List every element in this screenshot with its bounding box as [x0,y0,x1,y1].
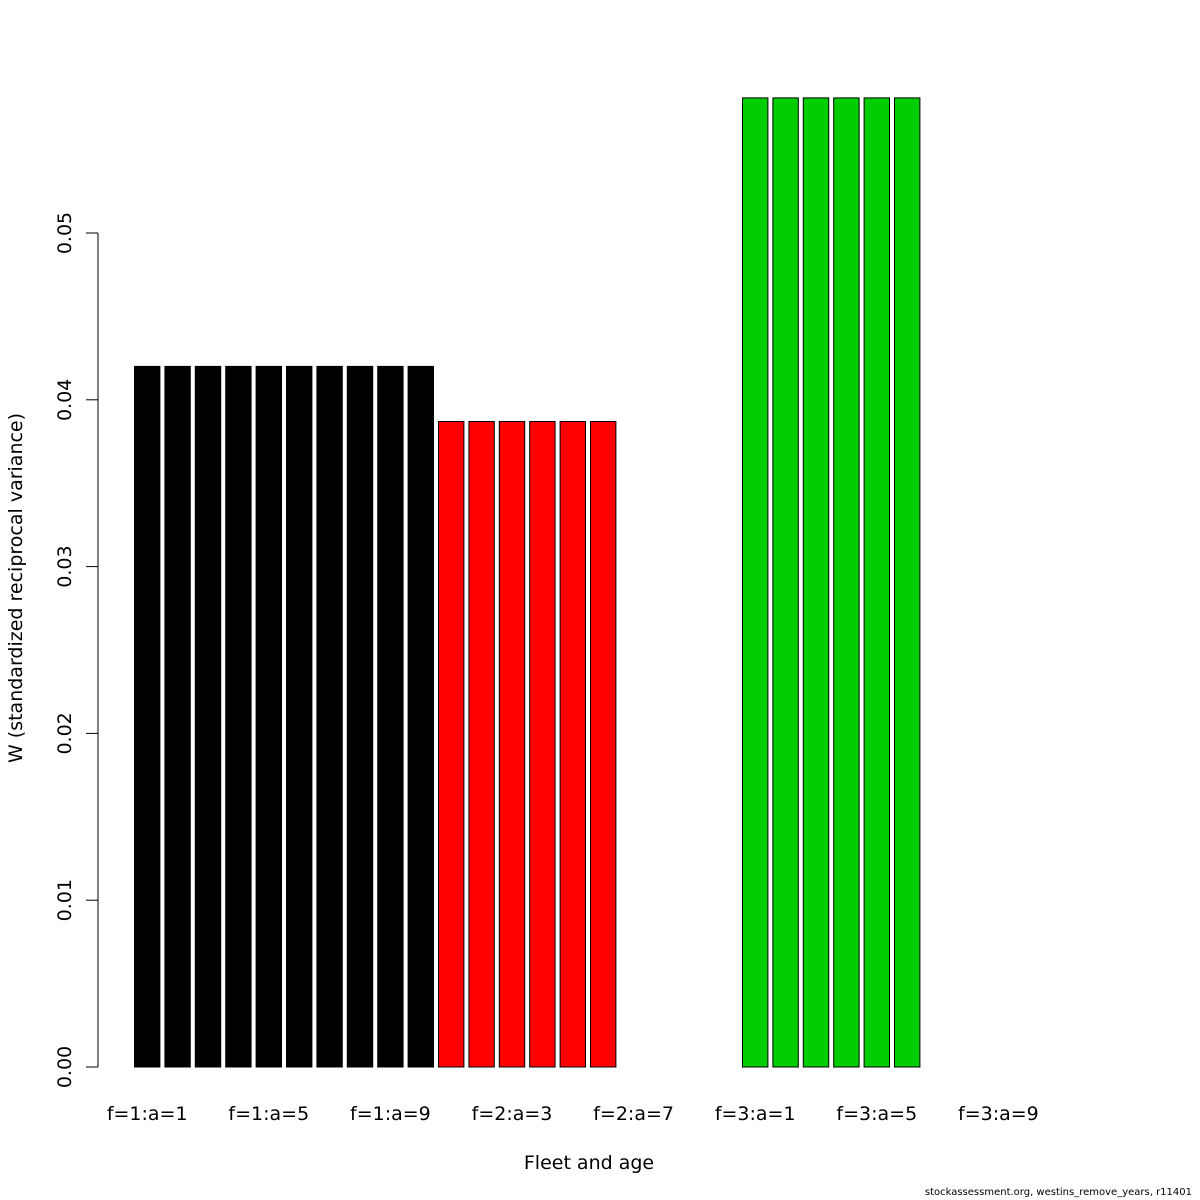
x-tick-label: f=1:a=9 [350,1103,431,1125]
bar-f-1-a-2 [164,365,191,1068]
bar-f-3-a-6 [894,97,921,1068]
x-tick-label: f=3:a=5 [836,1103,917,1125]
y-axis-title: W (standardized reciprocal variance) [5,413,27,763]
bar-f-1-a-9 [377,365,404,1068]
bar-f-1-a-6 [286,365,313,1068]
bar-f-3-a-3 [802,97,830,1068]
bar-f-1-a-1 [134,365,161,1068]
bars-group [134,97,921,1068]
bar-f-3-a-2 [772,97,799,1068]
bar-f-2-a-3 [498,421,526,1068]
bar-f-1-a-3 [194,365,222,1068]
bar-f-3-a-1 [742,97,769,1068]
x-tick-label: f=1:a=1 [107,1103,188,1125]
bar-f-2-a-2 [468,421,495,1068]
y-tick-label: 0.03 [54,545,76,587]
x-tick-label: f=2:a=7 [593,1103,674,1125]
x-tick-label: f=1:a=5 [228,1103,309,1125]
bar-f-1-a-7 [316,365,343,1068]
y-tick-label: 0.02 [54,712,76,754]
bar-f-1-a-10 [407,365,435,1068]
x-axis-title: Fleet and age [524,1152,654,1174]
bar-f-3-a-5 [863,97,890,1068]
bar-f-1-a-8 [346,365,374,1068]
bar-f-2-a-6 [590,421,617,1068]
bar-f-2-a-1 [438,421,465,1068]
bar-f-1-a-5 [255,365,283,1068]
y-tick-label: 0.05 [54,212,76,254]
x-tick-labels: f=1:a=1 f=1:a=5 f=1:a=9 f=2:a=3 f=2:a=7 f=3:a… [107,1103,1039,1125]
bar-f-1-a-4 [225,365,252,1068]
y-axis: 0.00 0.01 0.02 0.03 0.04 0.05 [54,212,99,1088]
bar-f-3-a-4 [833,97,860,1068]
y-tick-label: 0.01 [54,879,76,921]
bar-f-2-a-4 [529,421,556,1068]
bar-f-2-a-5 [559,421,586,1068]
credit-text: stockassessment.org, westins_remove_year… [924,1187,1192,1198]
x-tick-label: f=2:a=3 [472,1103,553,1125]
y-tick-label: 0.00 [54,1046,76,1088]
y-tick-label: 0.04 [54,379,76,421]
x-tick-label: f=3:a=9 [958,1103,1039,1125]
x-tick-label: f=3:a=1 [715,1103,796,1125]
